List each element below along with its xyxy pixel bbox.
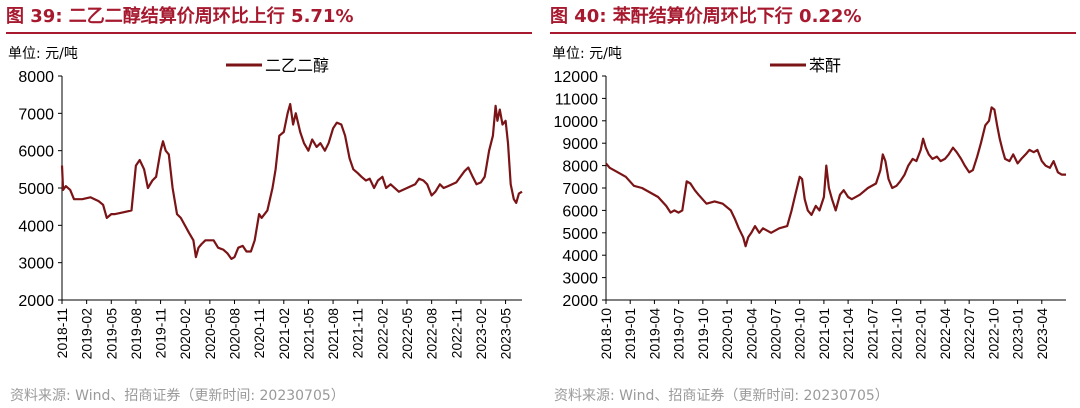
x-tick-label: 2019-01 <box>622 308 638 360</box>
x-tick-label: 2022-01 <box>913 308 929 360</box>
x-tick-label: 2022-02 <box>374 308 390 360</box>
series-line <box>605 106 1066 248</box>
y-tick-label: 12000 <box>554 69 599 86</box>
x-tick-label: 2021-11 <box>350 308 366 359</box>
chart-title: 图 39: 二乙二醇结算价周环比上行 5.71% <box>6 6 354 27</box>
x-tick-label: 2020-10 <box>792 308 808 360</box>
x-tick-label: 2019-10 <box>695 308 711 360</box>
y-tick-label: 2000 <box>18 293 54 310</box>
x-tick-label: 2020-08 <box>227 308 243 360</box>
title-divider <box>550 32 1076 34</box>
y-tick-label: 4000 <box>562 248 598 265</box>
y-tick-label: 2000 <box>562 293 598 310</box>
y-tick-label: 8000 <box>18 69 54 86</box>
y-tick-label: 9000 <box>562 136 598 153</box>
x-tick-label: 2021-01 <box>816 308 832 360</box>
y-tick-label: 11000 <box>555 91 598 108</box>
unit-label: 单位: 元/吨 <box>552 46 622 62</box>
y-tick-label: 4000 <box>18 218 54 235</box>
x-tick-label: 2023-05 <box>498 308 514 360</box>
x-tick-label: 2020-04 <box>743 308 759 360</box>
x-tick-label: 2021-05 <box>300 308 316 360</box>
x-tick-label: 2020-01 <box>719 308 735 360</box>
x-tick-label: 2019-05 <box>103 308 119 360</box>
x-tick-label: 2021-04 <box>840 308 856 360</box>
y-tick-label: 5000 <box>18 181 54 198</box>
x-tick-label: 2021-02 <box>276 308 292 360</box>
x-tick-label: 2022-07 <box>961 308 977 360</box>
x-tick-label: 2020-02 <box>177 308 193 360</box>
y-tick-label: 3000 <box>18 256 54 273</box>
x-tick-label: 2022-11 <box>448 308 464 359</box>
x-tick-label: 2022-05 <box>399 308 415 360</box>
x-tick-label: 2018-11 <box>54 308 70 359</box>
legend-label: 苯酐 <box>809 56 841 75</box>
title-divider <box>6 32 532 34</box>
x-tick-label: 2019-04 <box>646 308 662 360</box>
unit-label: 单位: 元/吨 <box>8 46 78 62</box>
chart-panel-phthalic-anhydride: 图 40: 苯酐结算价周环比下行 0.22% 单位: 元/吨苯酐 12000 110… <box>544 0 1080 408</box>
y-tick-label: 10000 <box>554 114 599 131</box>
x-tick-label: 2023-02 <box>473 308 489 360</box>
y-tick-label: 6000 <box>18 144 54 161</box>
source-note: 资料来源: Wind、招商证券（更新时间: 20230705） <box>10 388 345 404</box>
series-line <box>60 102 523 260</box>
chart-diethylene-glycol-price: 单位: 元/吨二乙二醇80007000600050004000300020002… <box>8 46 523 360</box>
x-tick-label: 2023-04 <box>1034 308 1050 360</box>
chart-phthalic-anhydride-price: 单位: 元/吨苯酐 12000 11000 10000 9000 8000 7000 6000… <box>552 46 1066 360</box>
x-tick-label: 2021-08 <box>325 308 341 360</box>
x-tick-label: 2020-07 <box>767 308 783 360</box>
x-tick-label: 2023-01 <box>1010 308 1026 360</box>
x-tick-label: 2019-08 <box>128 308 144 360</box>
y-tick-label: 5000 <box>562 226 598 243</box>
legend-label: 二乙二醇 <box>265 56 329 75</box>
chart-title: 图 40: 苯酐结算价周环比下行 0.22% <box>550 6 862 27</box>
x-tick-label: 2022-08 <box>424 308 440 360</box>
x-tick-label: 2018-10 <box>598 308 614 360</box>
x-tick-label: 2022-10 <box>985 308 1001 360</box>
x-tick-label: 2022-04 <box>937 308 953 360</box>
x-tick-label: 2019-11 <box>153 308 169 359</box>
x-tick-label: 2021-07 <box>864 308 880 360</box>
x-tick-label: 2020-05 <box>202 308 218 360</box>
y-tick-label: 7000 <box>18 106 54 123</box>
x-tick-label: 2020-11 <box>251 308 267 359</box>
chart-panel-diethylene-glycol: 图 39: 二乙二醇结算价周环比上行 5.71% 单位: 元/吨二乙二醇 8000… <box>0 0 536 408</box>
y-tick-label: 6000 <box>562 203 598 220</box>
source-note: 资料来源: Wind、招商证券（更新时间: 20230705） <box>554 388 889 404</box>
y-tick-label: 3000 <box>562 271 598 288</box>
x-tick-label: 2019-07 <box>671 308 687 360</box>
x-tick-label: 2021-10 <box>889 308 905 360</box>
y-tick-label: 7000 <box>562 181 598 198</box>
y-tick-label: 8000 <box>562 159 598 176</box>
x-tick-label: 2019-02 <box>79 308 95 360</box>
